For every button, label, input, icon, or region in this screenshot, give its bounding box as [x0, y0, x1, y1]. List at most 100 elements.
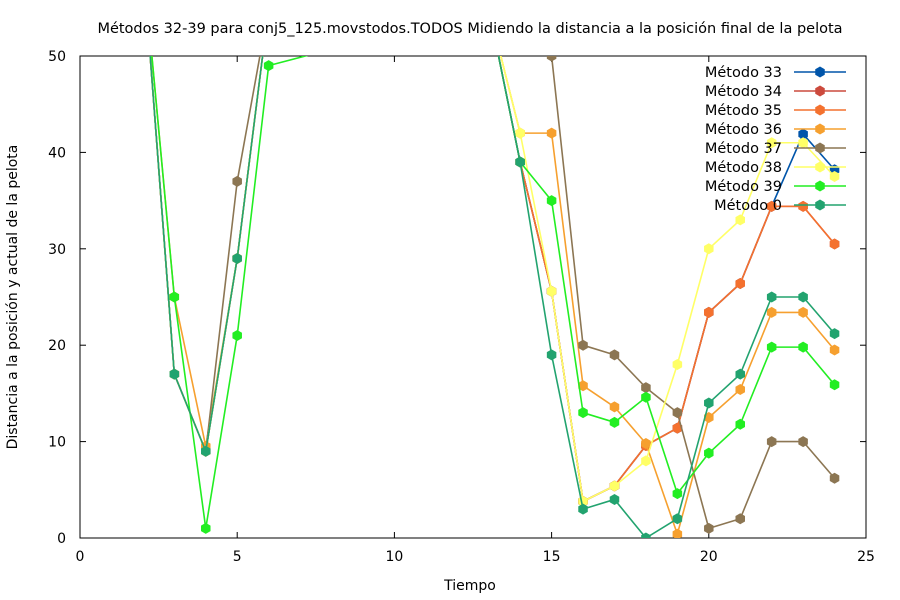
data-point: [735, 214, 745, 226]
data-point: [766, 436, 777, 448]
data-point: [798, 436, 808, 448]
data-point: [672, 422, 683, 434]
legend-swatch-marker: [815, 199, 825, 211]
data-point: [829, 344, 840, 356]
data-point: [829, 328, 840, 340]
data-point: [704, 306, 714, 318]
data-point: [766, 341, 777, 353]
y-tick-label: 0: [57, 531, 66, 547]
data-point: [546, 285, 557, 297]
legend-swatch-marker: [815, 180, 825, 192]
legend-label: Método 0: [714, 198, 782, 214]
data-point: [829, 472, 840, 484]
data-point: [546, 349, 557, 361]
data-point: [546, 195, 557, 207]
x-tick-label: 20: [700, 549, 718, 565]
data-point: [798, 137, 808, 149]
data-point: [169, 291, 180, 303]
data-point: [641, 391, 651, 403]
data-point: [232, 330, 242, 342]
series-layer: [149, 56, 840, 538]
x-tick-label: 25: [857, 549, 875, 565]
legend: Método 33 Método 34 Método 35 Método 36 Méto…: [705, 65, 846, 214]
data-point: [169, 368, 180, 380]
data-point: [641, 455, 651, 467]
data-point: [829, 238, 840, 250]
data-point: [232, 175, 242, 187]
y-tick-label: 30: [48, 242, 66, 258]
data-point: [609, 401, 620, 413]
data-point: [609, 349, 620, 361]
data-point: [578, 407, 588, 419]
data-point: [798, 306, 808, 318]
plot-frame: [79, 55, 867, 539]
data-point: [735, 368, 745, 380]
legend-label: Método 34: [705, 84, 782, 100]
data-point: [546, 56, 557, 62]
y-tick-label: 50: [48, 49, 66, 65]
y-tick-label: 20: [48, 338, 66, 354]
data-point: [735, 418, 745, 430]
data-point: [704, 522, 714, 534]
series-8: [149, 56, 840, 538]
y-tick-label: 40: [48, 145, 66, 161]
y-tick-label: 10: [48, 435, 66, 451]
data-point: [641, 532, 651, 538]
legend-label: Método 36: [705, 122, 782, 138]
x-tick-label: 0: [76, 549, 85, 565]
legend-label: Método 38: [705, 160, 782, 176]
data-point: [766, 291, 777, 303]
data-point: [641, 438, 651, 450]
data-point: [263, 60, 274, 72]
data-point: [232, 252, 242, 264]
data-point: [578, 339, 588, 351]
legend-label: Método 35: [705, 103, 782, 119]
legend-swatch-marker: [815, 85, 825, 97]
data-point: [829, 379, 840, 391]
legend-label: Método 33: [705, 65, 782, 81]
data-point: [798, 200, 808, 212]
data-point: [672, 488, 683, 500]
plot-area: 0 5 10 15 20 25 0 10 20 30 40 50: [48, 49, 875, 565]
data-point: [672, 358, 683, 370]
legend-swatch-marker: [815, 142, 825, 154]
data-point: [672, 513, 683, 525]
data-point: [201, 522, 211, 534]
data-point: [704, 397, 714, 409]
data-point: [609, 493, 620, 505]
x-tick-label: 15: [543, 549, 561, 565]
data-point: [672, 528, 683, 538]
legend-swatch-marker: [815, 123, 825, 135]
data-point: [766, 137, 777, 149]
legend-label: Método 39: [705, 179, 782, 195]
data-point: [798, 128, 808, 140]
data-point: [609, 416, 620, 428]
legend-swatch-marker: [815, 104, 825, 116]
x-tick-label: 10: [385, 549, 403, 565]
legend-swatch-marker: [815, 66, 825, 78]
data-point: [829, 171, 840, 182]
series-7: [151, 56, 840, 534]
data-point: [609, 480, 620, 492]
data-point: [735, 513, 745, 525]
series-line: [149, 56, 836, 530]
data-point: [704, 447, 714, 459]
data-point: [766, 200, 777, 212]
data-point: [578, 380, 588, 392]
legend-swatch-marker: [815, 161, 825, 173]
y-axis-label: Distancia a la posición y actual de la p…: [5, 145, 21, 450]
data-point: [704, 243, 714, 255]
data-point: [578, 503, 588, 515]
x-axis-label: Tiempo: [443, 578, 496, 594]
x-tick-label: 5: [233, 549, 242, 565]
chart-title: Métodos 32-39 para conj5_125.movstodos.T…: [97, 21, 842, 37]
data-point: [798, 291, 808, 303]
data-point: [515, 127, 525, 139]
data-point: [735, 384, 745, 396]
data-point: [641, 382, 651, 394]
data-point: [515, 156, 525, 168]
data-point: [546, 127, 557, 139]
data-point: [766, 306, 777, 318]
